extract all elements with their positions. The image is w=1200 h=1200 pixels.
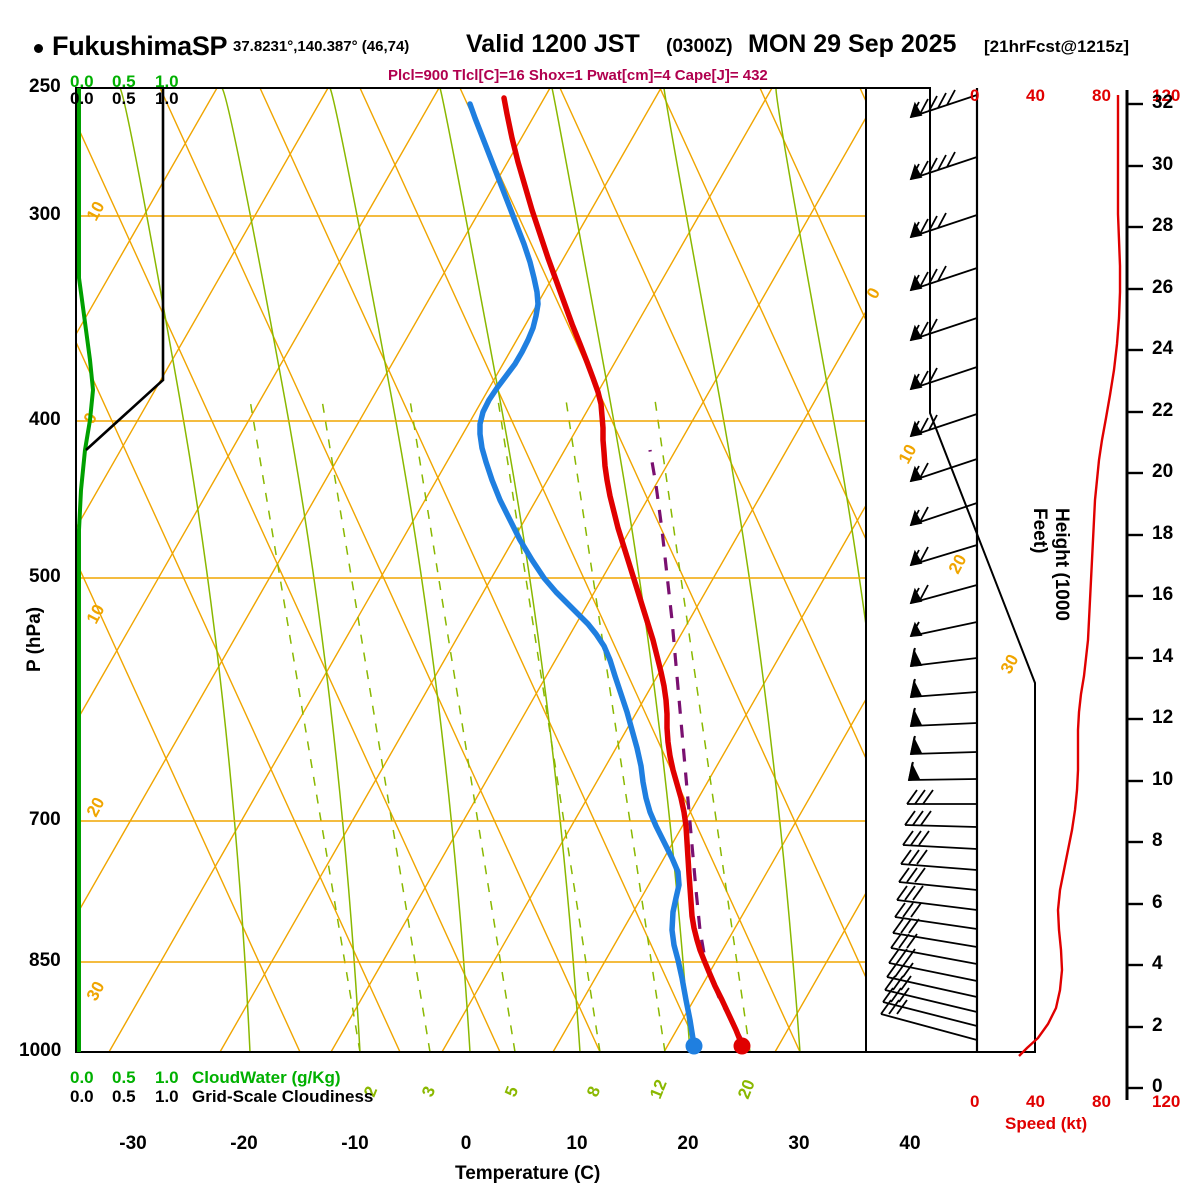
speed-tick-top-40: 40	[1026, 86, 1045, 105]
station-marker-icon	[34, 44, 43, 53]
svg-text:3: 3	[418, 1084, 439, 1100]
mixing-ratio-labels: 2 3 5 8 12 20	[360, 1077, 759, 1102]
temperature-axis-label: Temperature (C)	[455, 1163, 601, 1184]
height-tick-2: 2	[1152, 1015, 1163, 1036]
svg-text:10: 10	[895, 441, 921, 467]
height-tick-22: 22	[1152, 400, 1174, 421]
cloudiness-scale-2: 1.0	[155, 89, 179, 108]
pressure-axis-label: P (hPa)	[24, 606, 45, 672]
dewpoint-surface-dot	[685, 1037, 703, 1055]
height-tick-24: 24	[1152, 338, 1174, 359]
pressure-tick-250: 250	[29, 76, 61, 97]
svg-text:8: 8	[583, 1084, 604, 1100]
station-coordinates: 37.8231°,140.387° (46,74)	[233, 38, 410, 55]
wind-barbs	[880, 89, 978, 1041]
pressure-tick-300: 300	[29, 204, 61, 225]
svg-text:10: 10	[83, 198, 109, 224]
height-tick-28: 28	[1152, 215, 1174, 236]
cloudwater-scale-2: 1.0	[155, 72, 179, 91]
svg-text:30: 30	[83, 978, 109, 1004]
cloudwater-profile	[77, 88, 96, 1052]
pressure-tick-850: 850	[29, 950, 61, 971]
temp-tick-20: 20	[677, 1133, 699, 1154]
dry-adiabat-lines	[76, 88, 866, 1052]
height-tick-14: 14	[1152, 646, 1174, 667]
svg-text:20: 20	[945, 551, 971, 577]
speed-tick-120: 120	[1152, 1092, 1181, 1111]
temp-tick--10: -10	[341, 1133, 369, 1154]
wind-speed-profile	[1018, 95, 1122, 1057]
isotherm-lines	[76, 88, 866, 1052]
svg-text:12: 12	[646, 1077, 671, 1102]
height-tick-16: 16	[1152, 584, 1174, 605]
station-name: FukushimaSP	[52, 31, 228, 61]
parcel-path-curve	[648, 449, 744, 1041]
pressure-tick-500: 500	[29, 566, 61, 587]
temperature-surface-dot	[733, 1037, 751, 1055]
height-tick-4: 4	[1152, 953, 1163, 974]
temp-tick--20: -20	[230, 1133, 258, 1154]
speed-tick-80: 80	[1092, 1092, 1111, 1111]
svg-text:20: 20	[734, 1077, 759, 1102]
forecast-info: [21hrFcst@1215z]	[984, 37, 1130, 56]
mixing-ratio-lines	[249, 399, 751, 1052]
height-tick-8: 8	[1152, 830, 1163, 851]
svg-text:5: 5	[501, 1084, 522, 1100]
height-tick-18: 18	[1152, 523, 1174, 544]
grid-lines	[76, 88, 866, 1052]
svg-text:20: 20	[83, 794, 109, 820]
temp-tick--30: -30	[119, 1133, 147, 1154]
svg-text:30: 30	[997, 651, 1023, 677]
height-tick-32: 32	[1152, 92, 1174, 113]
height-tick-26: 26	[1152, 277, 1174, 298]
moist-adiabat-lines	[119, 88, 866, 1052]
cloudiness-legend-scale-0: 0.0	[70, 1087, 94, 1106]
pressure-tick-400: 400	[29, 409, 61, 430]
cloudwater-scale-1: 0.5	[112, 72, 136, 91]
sounding-stats: Plcl=900 Tlcl[C]=16 Shox=1 Pwat[cm]=4 Ca…	[388, 67, 768, 84]
dry-adiabat-labels: 10 0 10 20 30 0 10 20 30	[80, 198, 1023, 1004]
temp-tick-10: 10	[566, 1133, 588, 1154]
plot-frame	[75, 87, 867, 1053]
cloudwater-legend-label: CloudWater (g/Kg)	[192, 1068, 341, 1087]
speed-tick-top-80: 80	[1092, 86, 1111, 105]
cloudiness-scale-1: 0.5	[112, 89, 136, 108]
cloudiness-legend-scale-2: 1.0	[155, 1087, 179, 1106]
temp-tick-30: 30	[788, 1133, 810, 1154]
speed-tick-0: 0	[970, 1092, 980, 1111]
height-tick-6: 6	[1152, 892, 1163, 913]
cloudiness-legend-label: Grid-Scale Cloudiness	[192, 1087, 374, 1106]
height-tick-20: 20	[1152, 461, 1174, 482]
cloudiness-legend-scale-1: 0.5	[112, 1087, 136, 1106]
height-tick-10: 10	[1152, 769, 1174, 790]
pressure-tick-700: 700	[29, 809, 61, 830]
wind-barb-panel	[866, 87, 1036, 1053]
speed-axis-label: Speed (kt)	[1005, 1114, 1088, 1133]
height-axis	[1125, 90, 1143, 1100]
dewpoint-curve	[467, 101, 697, 1048]
speed-tick-top-120: 120	[1152, 86, 1181, 105]
cloudiness-profile	[85, 88, 165, 451]
speed-tick-40: 40	[1026, 1092, 1045, 1111]
height-tick-12: 12	[1152, 707, 1174, 728]
height-tick-0: 0	[1152, 1076, 1163, 1097]
temp-tick-40: 40	[899, 1133, 921, 1154]
height-axis-label: Height (1000 Feet)	[1029, 508, 1072, 621]
temperature-curve	[501, 95, 745, 1048]
valid-time-zulu: (0300Z)	[666, 36, 733, 57]
cloudwater-legend-scale-2: 1.0	[155, 1068, 179, 1087]
valid-time: Valid 1200 JST	[466, 30, 640, 58]
height-tick-30: 30	[1152, 154, 1174, 175]
cloudwater-legend-scale-0: 0.0	[70, 1068, 94, 1087]
valid-date: MON 29 Sep 2025	[748, 30, 957, 58]
cloudwater-scale-0: 0.0	[70, 72, 94, 91]
cloudiness-scale-0: 0.0	[70, 89, 94, 108]
isobar-lines	[76, 88, 866, 1052]
temp-tick-0: 0	[460, 1133, 472, 1154]
speed-tick-top-0: 0	[970, 86, 980, 105]
cloudwater-legend-scale-1: 0.5	[112, 1068, 136, 1087]
pressure-tick-1000: 1000	[19, 1040, 62, 1061]
